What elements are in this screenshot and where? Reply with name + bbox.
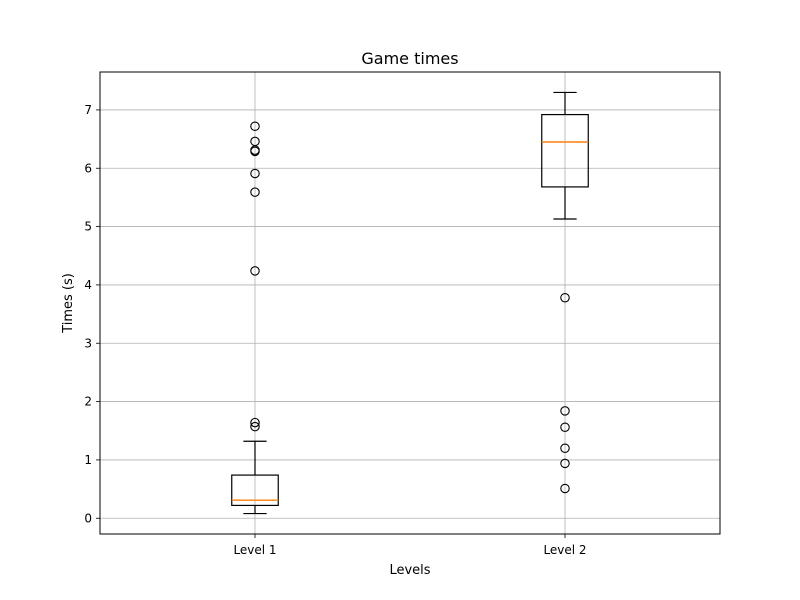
outlier-point xyxy=(560,483,570,494)
interquartile-box xyxy=(231,474,279,507)
chart-title: Game times xyxy=(361,49,458,68)
y-axis-label: Times (s) xyxy=(61,273,76,334)
y-tick-label: 4 xyxy=(84,278,92,292)
axes-frame xyxy=(99,71,721,535)
outlier-point xyxy=(560,422,570,432)
y-tick-label: 3 xyxy=(84,336,92,350)
y-tick-label: 1 xyxy=(84,453,92,467)
outlier-point xyxy=(250,136,260,147)
grid-lines xyxy=(100,72,720,534)
outlier-point xyxy=(250,187,260,197)
y-tick-label: 5 xyxy=(84,220,92,234)
outlier-point xyxy=(560,292,570,303)
plot-area xyxy=(231,91,589,515)
outlier-point xyxy=(250,121,260,132)
box-level-1 xyxy=(231,121,279,515)
interquartile-box xyxy=(541,113,589,188)
y-tick-label: 0 xyxy=(84,511,92,525)
y-tick-label: 2 xyxy=(84,395,92,409)
y-tick-label: 7 xyxy=(84,103,92,117)
outlier-point xyxy=(250,421,260,432)
outlier-point xyxy=(560,406,570,416)
x-tick-label: Level 2 xyxy=(543,543,586,557)
outlier-point xyxy=(250,417,260,428)
outlier-point xyxy=(560,443,570,453)
outlier-point xyxy=(560,458,570,469)
y-tick-label: 6 xyxy=(84,161,92,175)
outlier-point xyxy=(250,266,260,276)
x-axis-label: Levels xyxy=(389,563,430,578)
box-level-2 xyxy=(541,91,589,494)
axis-ticks: 0 1 2 3 4 5 6 7 Level 1 Level 2 xyxy=(84,103,586,557)
x-tick-label: Level 1 xyxy=(233,543,276,557)
outlier-point xyxy=(250,168,260,179)
